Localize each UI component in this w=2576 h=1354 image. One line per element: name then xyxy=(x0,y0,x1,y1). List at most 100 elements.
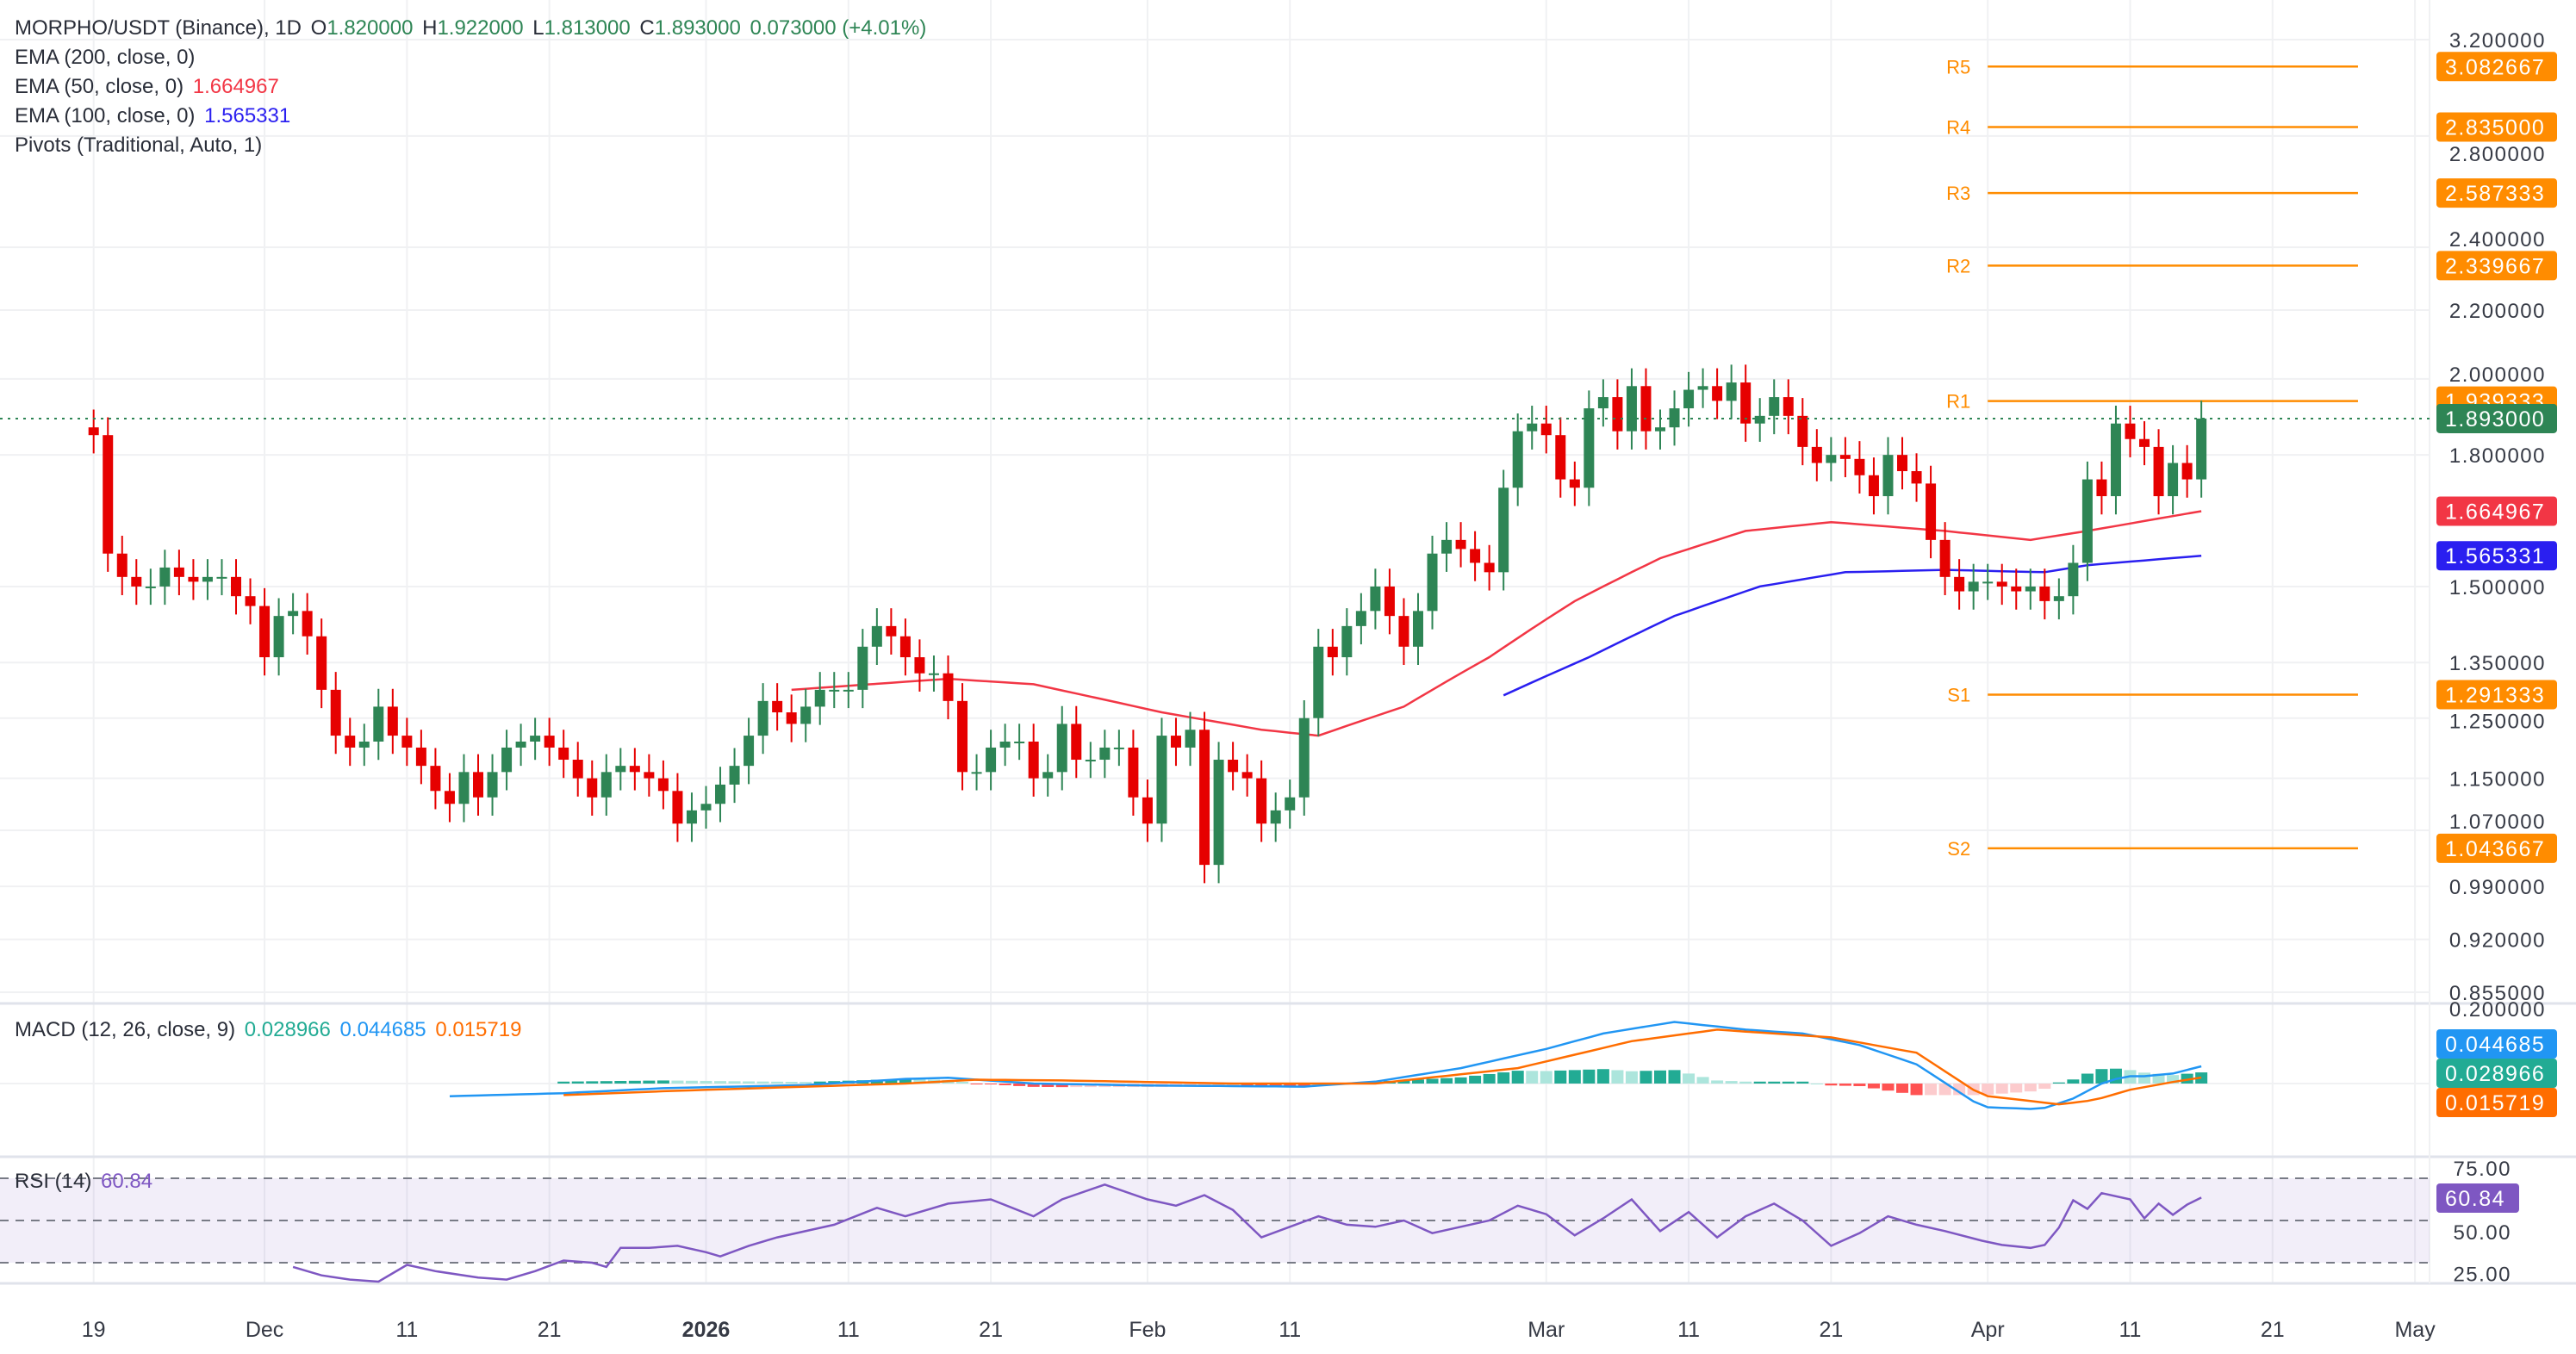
candle-down xyxy=(672,791,683,824)
legend-rsi[interactable]: RSI (14) 60.84 xyxy=(15,1170,156,1194)
candle-up xyxy=(1285,797,1296,811)
candle-down xyxy=(943,673,954,701)
macd-tag: 0.015719 xyxy=(2436,1088,2557,1117)
candle-up xyxy=(1427,553,1438,612)
macd-histogram-bar xyxy=(1853,1084,1866,1086)
time-tick-label: 11 xyxy=(395,1318,418,1342)
macd-histogram-bar xyxy=(1938,1084,1951,1096)
macd-histogram-bar xyxy=(1683,1073,1696,1084)
macd-histogram-bar xyxy=(714,1081,727,1084)
candle-down xyxy=(345,736,356,748)
candle-up xyxy=(814,689,825,707)
price-tick-label: 1.800000 xyxy=(2449,444,2546,468)
macd-histogram-bar xyxy=(600,1081,613,1084)
candle-down xyxy=(1256,778,1267,824)
legend-main[interactable]: MORPHO/USDT (Binance), 1D O1.820000 H1.9… xyxy=(15,16,930,40)
candle-up xyxy=(729,766,740,785)
macd-histogram-bar xyxy=(1796,1081,1809,1084)
price-tick-label: 2.200000 xyxy=(2449,300,2546,323)
pivot-r5-tag-text: 3.082667 xyxy=(2445,55,2545,79)
macd-histogram-bar xyxy=(2010,1084,2023,1093)
candle-up xyxy=(1298,717,1310,798)
candle-up xyxy=(700,804,712,811)
candle-down xyxy=(2181,463,2193,480)
macd-histogram-bar xyxy=(1469,1075,1482,1084)
candle-up xyxy=(1014,741,1025,743)
macd-histogram-bar xyxy=(1411,1079,1424,1084)
candle-down xyxy=(188,576,199,582)
candle-up xyxy=(1626,386,1637,432)
candle-up xyxy=(159,567,171,587)
legend-ema50[interactable]: EMA (50, close, 0) 1.664967 xyxy=(15,75,283,99)
candlestick-series xyxy=(88,364,2207,884)
pivot-s2-tag: 1.043667 xyxy=(2436,833,2557,863)
macd-histogram-bar xyxy=(1625,1071,1638,1084)
macd-histogram-bar xyxy=(1426,1078,1439,1084)
macd-histogram-bar xyxy=(1882,1084,1895,1091)
price-tag: 1.893000 xyxy=(2436,403,2557,433)
price-tick-label: 1.350000 xyxy=(2449,652,2546,675)
macd-histogram-bar xyxy=(756,1081,769,1084)
candle-down xyxy=(1241,772,1253,779)
price-tick-label: 3.200000 xyxy=(2449,29,2546,53)
price-tick-label: 1.500000 xyxy=(2449,576,2546,599)
candle-up xyxy=(202,576,213,582)
pane-separators xyxy=(0,0,2576,1285)
candle-up xyxy=(1584,408,1595,488)
candle-down xyxy=(772,700,783,713)
candle-up xyxy=(986,747,997,773)
candle-down xyxy=(1569,479,1580,488)
macd-line-value: 0.044685 xyxy=(339,1018,426,1041)
time-tick-label: 21 xyxy=(538,1318,562,1342)
macd-tag-bg xyxy=(2436,1029,2557,1059)
pivot-r3-tag-bg xyxy=(2436,178,2557,208)
candle-down xyxy=(1811,446,1822,463)
candle-up xyxy=(843,689,854,692)
macd-histogram-bar xyxy=(1896,1084,1909,1093)
macd-histogram-bar xyxy=(1568,1070,1581,1084)
low-label: L xyxy=(532,16,544,40)
macd-histogram-bar xyxy=(700,1080,712,1084)
candle-up xyxy=(1655,427,1665,432)
legend-pivots[interactable]: Pivots (Traditional, Auto, 1) xyxy=(15,134,265,158)
macd-histogram-bar xyxy=(1611,1070,1624,1084)
macd-histogram-bar xyxy=(2024,1084,2037,1092)
candle-up xyxy=(1697,386,1708,390)
candle-up xyxy=(1982,581,1994,584)
candle-up xyxy=(373,706,384,742)
candle-up xyxy=(1113,747,1124,749)
candle-down xyxy=(88,427,99,436)
macd-histogram-bar xyxy=(1511,1071,1524,1084)
macd-histogram-bar xyxy=(1725,1081,1738,1084)
macd-histogram-bar xyxy=(728,1081,741,1084)
candle-down xyxy=(173,567,184,577)
candle-up xyxy=(1042,772,1054,779)
candle-up xyxy=(829,689,840,692)
candle-down xyxy=(2153,446,2164,497)
legend-macd[interactable]: MACD (12, 26, close, 9) 0.028966 0.04468… xyxy=(15,1018,525,1042)
macd-histogram-bar xyxy=(1013,1084,1026,1086)
macd-histogram-bar xyxy=(1654,1070,1666,1084)
time-axis[interactable]: 19 Dec 11 21 2026 11 21 Feb 11 Mar 11 21 Apr 11 21 May xyxy=(82,1318,2436,1342)
legend-ema200[interactable]: EMA (200, close, 0) xyxy=(15,46,198,70)
legend-ema100[interactable]: EMA (100, close, 0) 1.565331 xyxy=(15,104,294,128)
candle-down xyxy=(1142,797,1153,824)
candle-up xyxy=(530,736,541,742)
candle-down xyxy=(1170,736,1181,748)
time-tick-label: May xyxy=(2394,1318,2436,1342)
macd-histogram-bar xyxy=(899,1078,912,1084)
candle-down xyxy=(259,606,271,658)
macd-histogram-bar xyxy=(1540,1071,1552,1084)
candle-down xyxy=(415,747,426,767)
time-tick-label: Dec xyxy=(246,1318,283,1342)
macd-signal-value: 0.015719 xyxy=(435,1018,522,1041)
macd-histogram-bar xyxy=(557,1081,570,1084)
time-tick-label: 2026 xyxy=(682,1318,731,1342)
rsi-tick-label: 50.00 xyxy=(2453,1221,2511,1245)
price-axis[interactable]: 3.200000 2.800000 2.400000 2.200000 2.000000… xyxy=(2449,29,2546,1286)
candle-down xyxy=(1797,415,1808,447)
change-value: 0.073000 (+4.01%) xyxy=(750,16,927,40)
pivot-r2-tag-text: 2.339667 xyxy=(2445,254,2545,278)
candle-up xyxy=(2168,463,2179,497)
